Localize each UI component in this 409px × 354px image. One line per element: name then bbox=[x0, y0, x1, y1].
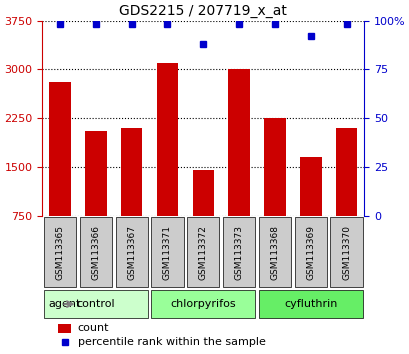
Text: control: control bbox=[76, 299, 115, 309]
FancyBboxPatch shape bbox=[294, 217, 326, 287]
Bar bbox=[263, 118, 285, 216]
FancyBboxPatch shape bbox=[222, 217, 255, 287]
Bar bbox=[156, 63, 178, 216]
Bar bbox=[49, 82, 71, 216]
Bar bbox=[335, 128, 357, 216]
Text: GSM113368: GSM113368 bbox=[270, 225, 279, 280]
Title: GDS2215 / 207719_x_at: GDS2215 / 207719_x_at bbox=[119, 4, 287, 18]
Text: GSM113365: GSM113365 bbox=[55, 225, 64, 280]
FancyBboxPatch shape bbox=[151, 217, 183, 287]
Bar bbox=[228, 69, 249, 216]
FancyBboxPatch shape bbox=[44, 217, 76, 287]
FancyBboxPatch shape bbox=[258, 217, 290, 287]
Text: GSM113369: GSM113369 bbox=[306, 225, 315, 280]
FancyBboxPatch shape bbox=[115, 217, 147, 287]
FancyBboxPatch shape bbox=[258, 290, 362, 318]
Text: GSM113371: GSM113371 bbox=[163, 225, 172, 280]
FancyBboxPatch shape bbox=[330, 217, 362, 287]
Text: chlorpyrifos: chlorpyrifos bbox=[170, 299, 236, 309]
Bar bbox=[85, 131, 106, 216]
Bar bbox=[192, 170, 213, 216]
Text: GSM113372: GSM113372 bbox=[198, 225, 207, 280]
Text: GSM113373: GSM113373 bbox=[234, 225, 243, 280]
Text: agent: agent bbox=[49, 299, 81, 309]
Text: count: count bbox=[77, 324, 109, 333]
Text: percentile rank within the sample: percentile rank within the sample bbox=[77, 337, 265, 347]
Text: GSM113367: GSM113367 bbox=[127, 225, 136, 280]
Text: GSM113366: GSM113366 bbox=[91, 225, 100, 280]
Bar bbox=[299, 157, 321, 216]
FancyBboxPatch shape bbox=[44, 290, 147, 318]
Bar bbox=[121, 128, 142, 216]
FancyBboxPatch shape bbox=[151, 290, 255, 318]
FancyBboxPatch shape bbox=[187, 217, 219, 287]
Bar bbox=[58, 324, 71, 333]
Text: GSM113370: GSM113370 bbox=[341, 225, 350, 280]
FancyBboxPatch shape bbox=[80, 217, 112, 287]
Text: cyfluthrin: cyfluthrin bbox=[283, 299, 337, 309]
